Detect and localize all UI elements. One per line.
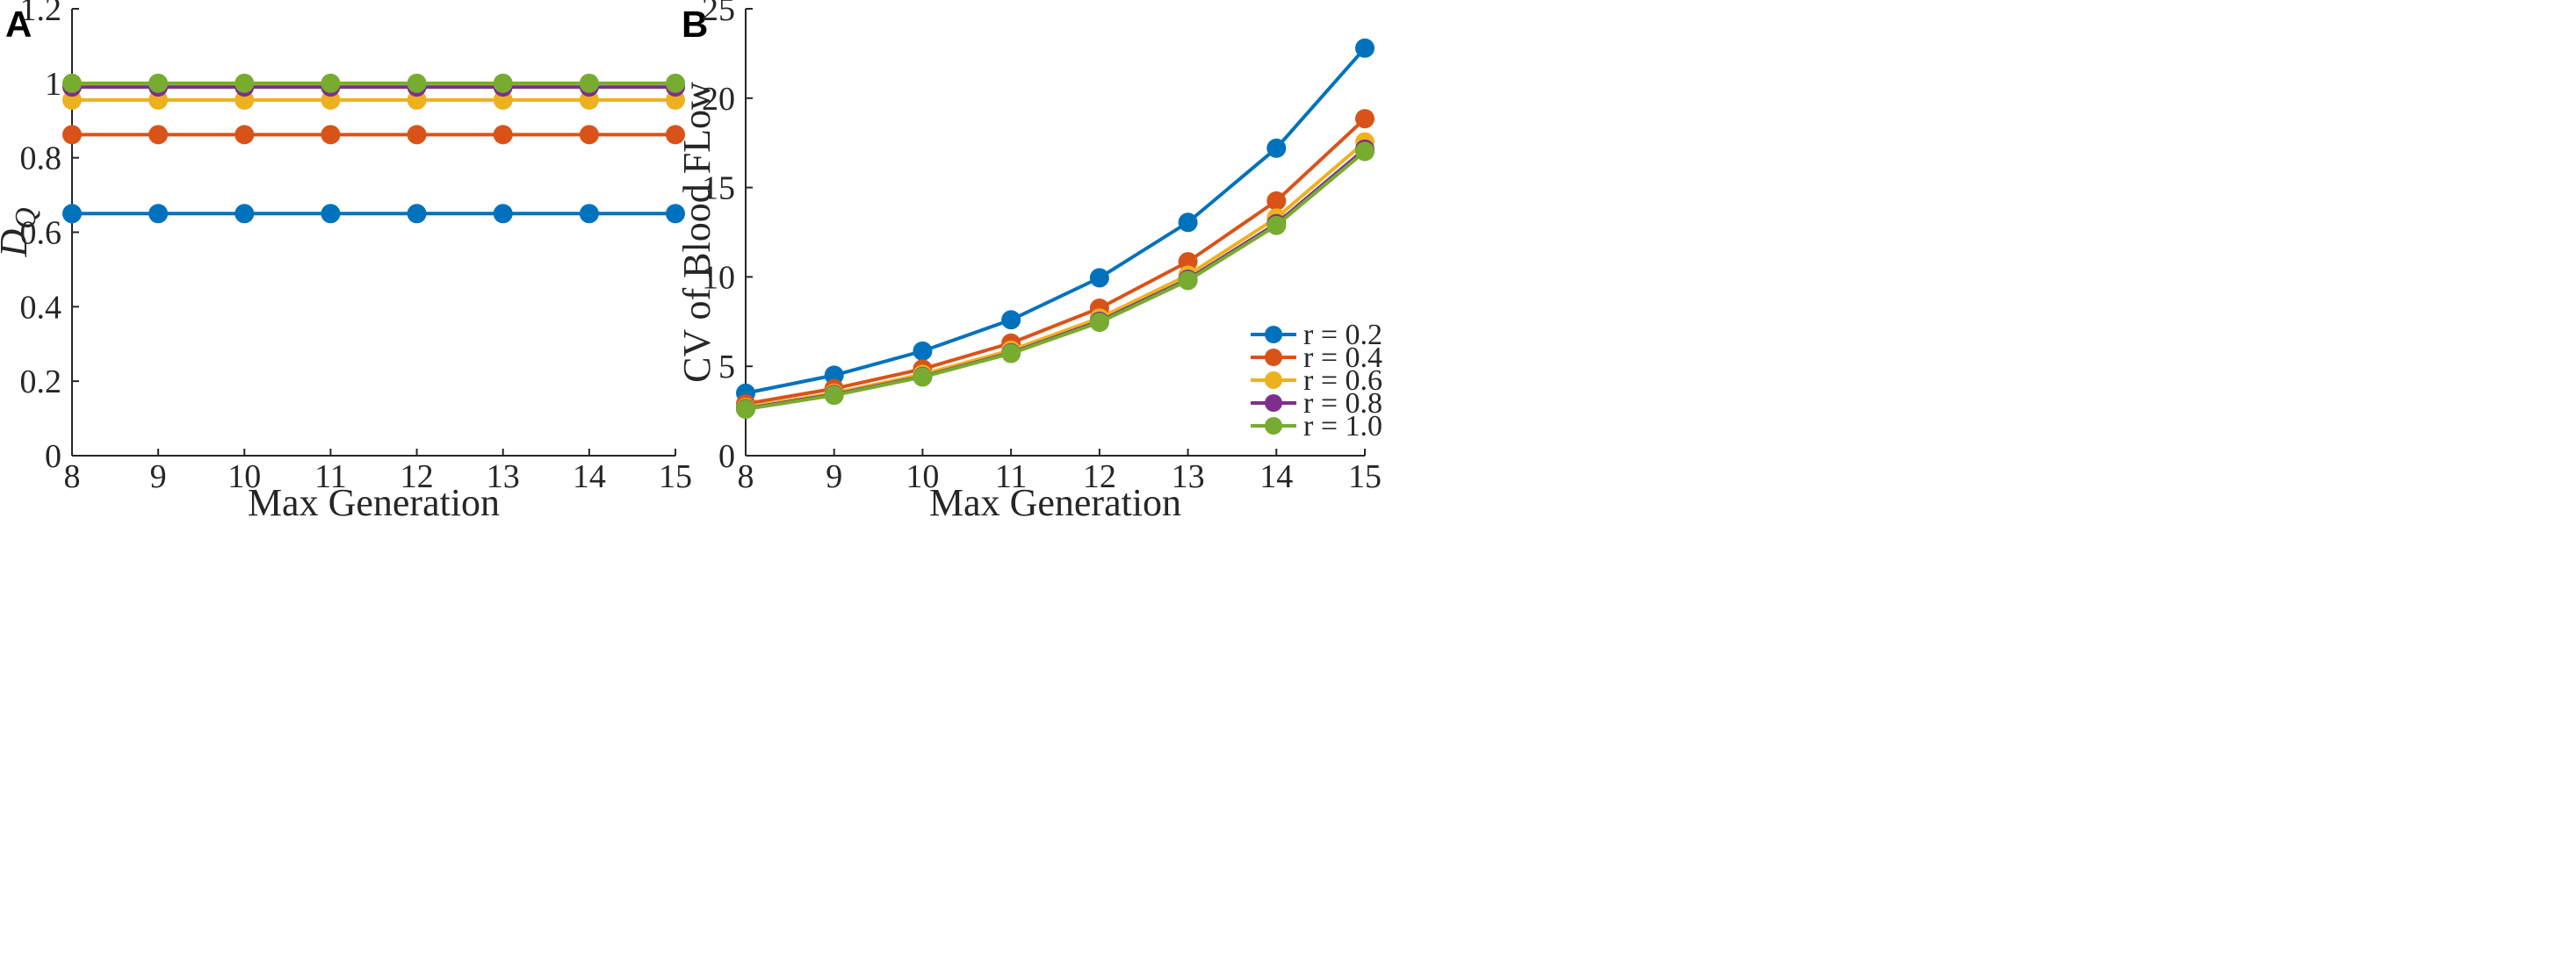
chart-a-x-tick-label: 12 bbox=[400, 458, 434, 495]
chart-a-x-tick-label: 11 bbox=[314, 458, 347, 495]
chart-a-series-5-point bbox=[235, 73, 255, 93]
panel-b: B 8 9 10 11 12 13 14 15 0 5 10 15 20 25 Max Generation C… bbox=[675, 0, 1382, 524]
chart-a-y-tick-label: 0.8 bbox=[20, 140, 62, 177]
chart-a-series-2-point bbox=[493, 125, 513, 145]
chart-b-series-1-point bbox=[1266, 138, 1287, 158]
chart-b-series-1-point bbox=[1001, 310, 1021, 330]
chart-b-y-tick-label: 10 bbox=[702, 259, 735, 296]
legend-marker-5 bbox=[1265, 417, 1282, 435]
chart-a-y-tick-label: 1 bbox=[45, 66, 61, 103]
chart-a-series-5-point bbox=[579, 73, 599, 93]
chart-b-series-5-point bbox=[1001, 343, 1021, 363]
chart-a-series-2-point bbox=[666, 125, 685, 145]
chart-a-series-5-point bbox=[407, 73, 427, 93]
legend-label-5: r = 1.0 bbox=[1303, 410, 1382, 443]
chart-b-x-tick-label: 10 bbox=[906, 458, 939, 495]
chart-b-series-5-point bbox=[1089, 313, 1109, 333]
chart-b-y-tick-label: 5 bbox=[718, 349, 735, 385]
chart-b-x-tick-label: 9 bbox=[826, 458, 842, 495]
chart-a-y-axis-title-main: D bbox=[0, 229, 35, 258]
chart-a-series-1-point bbox=[148, 204, 169, 224]
legend-marker-3 bbox=[1265, 371, 1282, 389]
chart-b-x-tick-label: 13 bbox=[1172, 458, 1205, 495]
legend-marker-2 bbox=[1265, 349, 1282, 366]
chart-b-series-1-point bbox=[1089, 268, 1109, 288]
chart-a-series-2-point bbox=[62, 125, 82, 145]
chart-a-series-5-point bbox=[321, 73, 341, 93]
legend-label-2: r = 0.4 bbox=[1303, 342, 1382, 374]
chart-a-series-2-point bbox=[407, 125, 427, 145]
chart-a-series-2-point bbox=[579, 125, 599, 145]
chart-b-x-tick-label: 8 bbox=[738, 458, 754, 495]
chart-b-series-2-point bbox=[1355, 109, 1375, 129]
chart-a-series-2-point bbox=[321, 125, 341, 145]
chart-a-panel-letter: A bbox=[5, 4, 32, 45]
chart-a-x-tick-label: 10 bbox=[227, 458, 261, 495]
chart-a-y-tick-label: 0.6 bbox=[20, 215, 62, 252]
chart-b-series-5-point bbox=[736, 399, 755, 420]
chart-b-series-5-point bbox=[1355, 141, 1375, 162]
chart-a-series-1-point bbox=[62, 204, 82, 224]
chart-a-y-axis-title-subscript: Q bbox=[10, 207, 42, 229]
legend-label-3: r = 0.6 bbox=[1303, 364, 1382, 397]
legend-marker-4 bbox=[1265, 394, 1282, 412]
legend-label-4: r = 0.8 bbox=[1303, 387, 1382, 420]
chart-a-x-axis-title: Max Generation bbox=[248, 481, 500, 524]
chart-a-series-1-point bbox=[407, 204, 427, 224]
chart-b-y-axis-title: CV of Blood FLow bbox=[675, 82, 718, 383]
chart-b-series-5-point bbox=[1266, 215, 1287, 235]
chart-b-series-2-point bbox=[1178, 252, 1198, 272]
chart-b-series-5-point bbox=[824, 385, 844, 406]
chart-a-series-1-point bbox=[235, 204, 255, 224]
chart-b-y-tick-label: 25 bbox=[702, 0, 735, 28]
chart-b-series-1-point bbox=[824, 365, 844, 385]
chart-a-x-tick-label: 15 bbox=[659, 458, 692, 495]
chart-a-series-1-point bbox=[493, 204, 513, 224]
chart-a-series-5-point bbox=[493, 73, 513, 93]
legend-label-1: r = 0.2 bbox=[1303, 319, 1382, 351]
chart-b-x-tick-label: 14 bbox=[1259, 458, 1293, 495]
chart-a-x-tick-label: 14 bbox=[573, 458, 606, 495]
chart-b-series-1-point bbox=[913, 341, 933, 361]
chart-a-series-1-point bbox=[321, 204, 341, 224]
chart-a-x-tick-label: 8 bbox=[64, 458, 81, 495]
chart-a-series-5-point bbox=[666, 73, 685, 93]
chart-a-series-2-point bbox=[235, 125, 255, 145]
chart-b-series-5-point bbox=[1178, 270, 1198, 291]
chart-b-series-1-point bbox=[1355, 38, 1375, 58]
chart-a-series-1-point bbox=[666, 204, 685, 224]
chart-b-x-tick-label: 11 bbox=[995, 458, 1028, 495]
legend-marker-1 bbox=[1265, 326, 1282, 343]
chart-a-series-5-point bbox=[148, 73, 169, 93]
chart-b-series-2-point bbox=[1266, 191, 1287, 211]
chart-a-y-tick-label: 0.4 bbox=[20, 289, 62, 326]
chart-b-x-tick-label: 15 bbox=[1348, 458, 1382, 495]
chart-a-y-tick-label: 0 bbox=[45, 438, 61, 475]
chart-a-x-tick-label: 13 bbox=[487, 458, 520, 495]
chart-a-series-1-point bbox=[579, 204, 599, 224]
chart-b-y-tick-label: 20 bbox=[702, 81, 735, 118]
chart-a-y-tick-label: 0.2 bbox=[20, 363, 62, 400]
panel-a: A 8 9 10 11 12 13 14 15 0 0.2 0.4 0.6 0.8 1 1.2 Max Gene… bbox=[0, 0, 692, 524]
chart-a-y-axis-title: DQ bbox=[0, 207, 42, 257]
chart-b-series-line-2 bbox=[745, 117, 1367, 406]
chart-a-series-5-point bbox=[62, 73, 82, 93]
chart-a-x-tick-label: 9 bbox=[150, 458, 167, 495]
chart-b-series-line-5 bbox=[745, 149, 1367, 412]
chart-a-y-tick-label: 1.2 bbox=[20, 0, 62, 28]
chart-b-x-tick-label: 12 bbox=[1083, 458, 1116, 495]
chart-a-series-2-point bbox=[148, 125, 169, 145]
chart-b-series-5-point bbox=[913, 367, 933, 387]
chart-b-y-tick-label: 15 bbox=[702, 170, 735, 207]
chart-b-y-tick-label: 0 bbox=[718, 438, 735, 475]
chart-b-series-1-point bbox=[1178, 212, 1198, 233]
chart-b-x-axis-title: Max Generation bbox=[929, 481, 1181, 524]
chart-b-series-line-1 bbox=[745, 47, 1367, 395]
chart-b-panel-letter: B bbox=[682, 4, 708, 45]
